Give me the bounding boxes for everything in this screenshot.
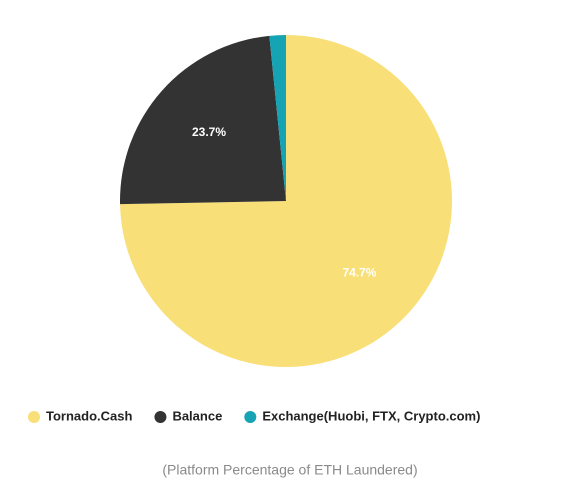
pie-slice <box>120 35 286 205</box>
legend-label: Exchange(Huobi, FTX, Crypto.com) <box>262 408 480 423</box>
pie-slice <box>269 35 286 201</box>
legend-label: Balance <box>172 408 222 423</box>
legend-marker <box>244 411 257 423</box>
data-label: 74.7% <box>342 265 376 279</box>
caption: (Platform Percentage of ETH Laundered) <box>162 462 417 478</box>
legend-label: Tornado.Cash <box>46 408 132 423</box>
legend-marker <box>154 411 167 423</box>
legend-marker <box>28 411 40 423</box>
pie-slice <box>120 35 452 367</box>
data-label: 23.7% <box>192 125 226 139</box>
